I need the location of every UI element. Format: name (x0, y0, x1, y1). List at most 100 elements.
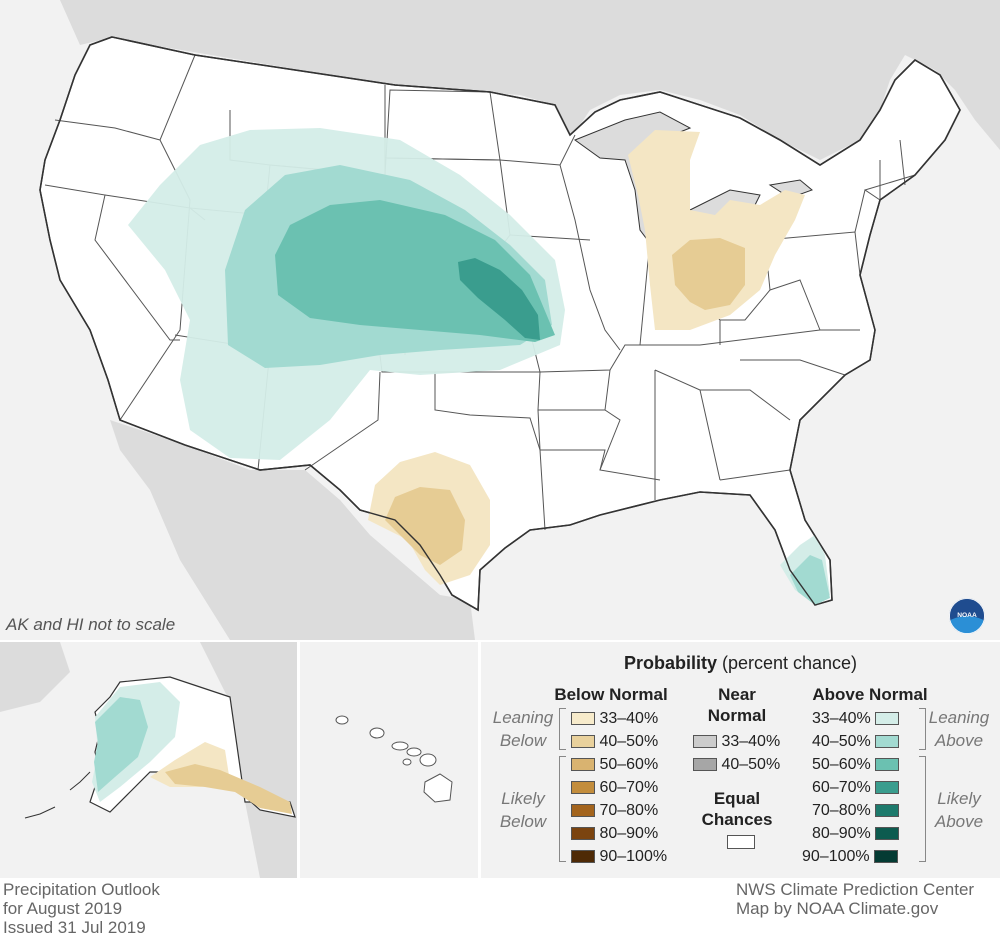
mexico-landmass (110, 420, 475, 640)
below-swatch-2 (571, 735, 595, 749)
near-row-1: 33–40% (693, 730, 780, 753)
near-label-2: 40–50% (721, 756, 781, 773)
above-50-60-region (275, 200, 555, 342)
below-33-40-ohio-valley (628, 130, 805, 330)
legend-title-sub: (percent chance) (721, 653, 858, 673)
alaska-below-40-50 (165, 764, 292, 814)
above-row-6: 80–90% (812, 822, 900, 845)
russia-landmass (0, 642, 70, 712)
likely-below-label: Likely Below (487, 787, 559, 833)
above-60-70-region (458, 258, 540, 340)
above-swatch-6 (875, 827, 900, 841)
above-row-7: 90–100% (802, 845, 899, 868)
credit-line-2: Map by NOAA Climate.gov (736, 899, 939, 918)
near-normal-header: Near Normal (697, 684, 777, 726)
probability-legend: Probability (percent chance) Below Norma… (481, 642, 1000, 878)
below-40-50-texas (385, 487, 465, 565)
near-normal-header-line-1: Near (718, 685, 756, 704)
above-swatch-2 (875, 735, 900, 749)
above-swatch-4 (875, 781, 900, 795)
near-label-1: 33–40% (721, 733, 781, 750)
below-label-7: 90–100% (599, 848, 668, 865)
legend-title-main: Probability (623, 653, 717, 673)
logo-text: NOAA (957, 612, 977, 619)
above-swatch-5 (875, 804, 900, 818)
canada-landmass (60, 0, 1000, 160)
above-label-4: 60–70% (812, 779, 871, 796)
below-label-1: 33–40% (599, 710, 659, 727)
leaning-below-line-2: Below (499, 731, 547, 750)
alaska-above-40-50 (94, 697, 148, 792)
leaning-below-bracket (559, 708, 566, 750)
below-row-6: 80–90% (571, 822, 658, 845)
likely-above-line-2: Above (934, 812, 984, 831)
above-40-50-florida (790, 555, 830, 605)
caption-line-1: Precipitation Outlook (3, 880, 160, 899)
scale-note: AK and HI not to scale (6, 615, 176, 634)
equal-chances-line-1: Equal (713, 789, 761, 808)
above-row-2: 40–50% (812, 730, 900, 753)
credit-line-1: NWS Climate Prediction Center (736, 880, 975, 899)
below-row-7: 90–100% (571, 845, 667, 868)
above-label-1: 33–40% (812, 710, 871, 727)
equal-chances-swatch (727, 835, 755, 849)
below-row-3: 50–60% (571, 753, 658, 776)
leaning-above-line-2: Above (934, 731, 984, 750)
leaning-above-line-1: Leaning (928, 708, 990, 727)
near-row-2: 40–50% (693, 753, 780, 776)
likely-above-bracket (919, 756, 926, 862)
aleutian-islands (24, 771, 91, 819)
above-label-2: 40–50% (812, 733, 871, 750)
below-swatch-4 (571, 781, 595, 795)
below-label-3: 50–60% (599, 756, 659, 773)
below-swatch-3 (571, 758, 595, 772)
legend-title: Probability (percent chance) (481, 653, 1000, 674)
leaning-below-label: Leaning Below (487, 706, 559, 752)
above-label-3: 50–60% (812, 756, 871, 773)
above-label-5: 70–80% (812, 802, 871, 819)
near-swatch-1 (693, 735, 717, 749)
below-label-6: 80–90% (599, 825, 659, 842)
leaning-below-line-1: Leaning (492, 708, 554, 727)
below-row-2: 40–50% (571, 730, 658, 753)
below-label-2: 40–50% (599, 733, 659, 750)
above-row-3: 50–60% (812, 753, 900, 776)
below-row-5: 70–80% (571, 799, 658, 822)
below-label-4: 60–70% (599, 779, 659, 796)
likely-below-bracket (559, 756, 566, 862)
above-swatch-1 (875, 712, 900, 726)
above-row-1: 33–40% (812, 707, 900, 730)
conus-map (0, 0, 1000, 640)
leaning-above-bracket (919, 708, 926, 750)
outlook-caption: Precipitation Outlook for August 2019 Is… (3, 880, 160, 937)
coastline-outline (39, 36, 961, 612)
below-swatch-5 (571, 804, 595, 818)
hawaiian-islands (335, 715, 453, 803)
hawaii-inset (300, 642, 478, 878)
credit-caption: NWS Climate Prediction Center Map by NOA… (736, 880, 974, 918)
above-normal-regions (128, 128, 830, 605)
below-label-5: 70–80% (599, 802, 659, 819)
likely-below-line-2: Below (499, 812, 547, 831)
canada-yukon (200, 642, 297, 878)
near-swatch-2 (693, 758, 717, 772)
above-row-4: 60–70% (812, 776, 900, 799)
above-swatch-7 (874, 850, 899, 864)
likely-below-line-1: Likely (501, 789, 545, 808)
caption-line-2: for August 2019 (3, 899, 123, 918)
near-normal-header-line-2: Normal (707, 706, 767, 725)
likely-above-line-1: Likely (937, 789, 981, 808)
equal-chances-line-2: Chances (701, 810, 773, 829)
below-swatch-6 (571, 827, 595, 841)
above-label-6: 80–90% (812, 825, 871, 842)
leaning-above-label: Leaning Above (923, 706, 995, 752)
above-label-7: 90–100% (802, 848, 870, 865)
below-row-4: 60–70% (571, 776, 658, 799)
above-normal-header: Above Normal (812, 685, 928, 704)
noaa-logo-icon: NOAA (948, 597, 986, 635)
above-swatch-3 (875, 758, 900, 772)
likely-above-label: Likely Above (923, 787, 995, 833)
above-row-5: 70–80% (812, 799, 900, 822)
below-40-50-ohio-valley (672, 238, 745, 310)
below-normal-header: Below Normal (554, 685, 668, 704)
